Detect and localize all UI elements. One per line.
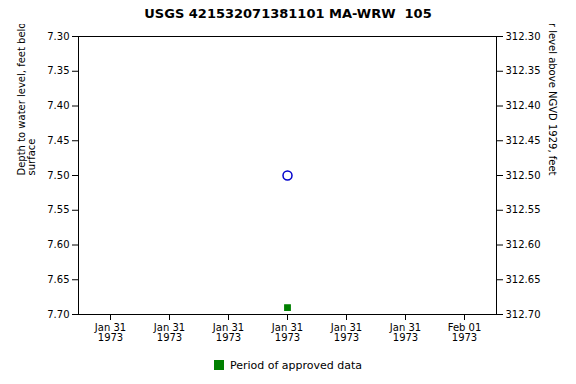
svg-text:7.70: 7.70 (47, 309, 69, 320)
svg-text:7.50: 7.50 (47, 170, 69, 181)
svg-text:Depth to water level, feet bel: Depth to water level, feet below landsur… (16, 24, 37, 176)
svg-text:Feb 011973: Feb 011973 (448, 322, 482, 343)
svg-text:312.40: 312.40 (506, 100, 541, 111)
svg-text:Groundwater level above NGVD 1: Groundwater level above NGVD 1929, feet (547, 24, 558, 176)
svg-text:312.50: 312.50 (506, 170, 541, 181)
svg-text:7.45: 7.45 (47, 135, 69, 146)
svg-text:312.30: 312.30 (506, 31, 541, 42)
svg-text:Jan 311973: Jan 311973 (330, 322, 362, 343)
svg-text:312.35: 312.35 (506, 65, 541, 76)
svg-text:7.60: 7.60 (47, 239, 69, 250)
svg-text:Jan 311973: Jan 311973 (94, 322, 126, 343)
svg-text:Jan 311973: Jan 311973 (389, 322, 421, 343)
svg-text:7.35: 7.35 (47, 65, 69, 76)
svg-text:312.70: 312.70 (506, 309, 541, 320)
svg-text:312.60: 312.60 (506, 239, 541, 250)
svg-text:312.65: 312.65 (506, 274, 541, 285)
svg-text:7.55: 7.55 (47, 204, 69, 215)
html-text:USGS 421532071381101 MA-WRW 10: USGS 421532071381101 MA-WRW 105 (144, 6, 432, 21)
html-text:Period of approved data: Period of approved data (229, 358, 363, 372)
svg-text:Jan 311973: Jan 311973 (212, 322, 244, 343)
svg-text:312.45: 312.45 (506, 135, 541, 146)
svg-text:Jan 311973: Jan 311973 (153, 322, 185, 343)
svg-text:7.40: 7.40 (47, 100, 69, 111)
svg-text:7.30: 7.30 (47, 31, 69, 42)
svg-text:Jan 311973: Jan 311973 (271, 322, 303, 343)
svg-text:7.65: 7.65 (47, 274, 69, 285)
svg-text:312.55: 312.55 (506, 204, 541, 215)
